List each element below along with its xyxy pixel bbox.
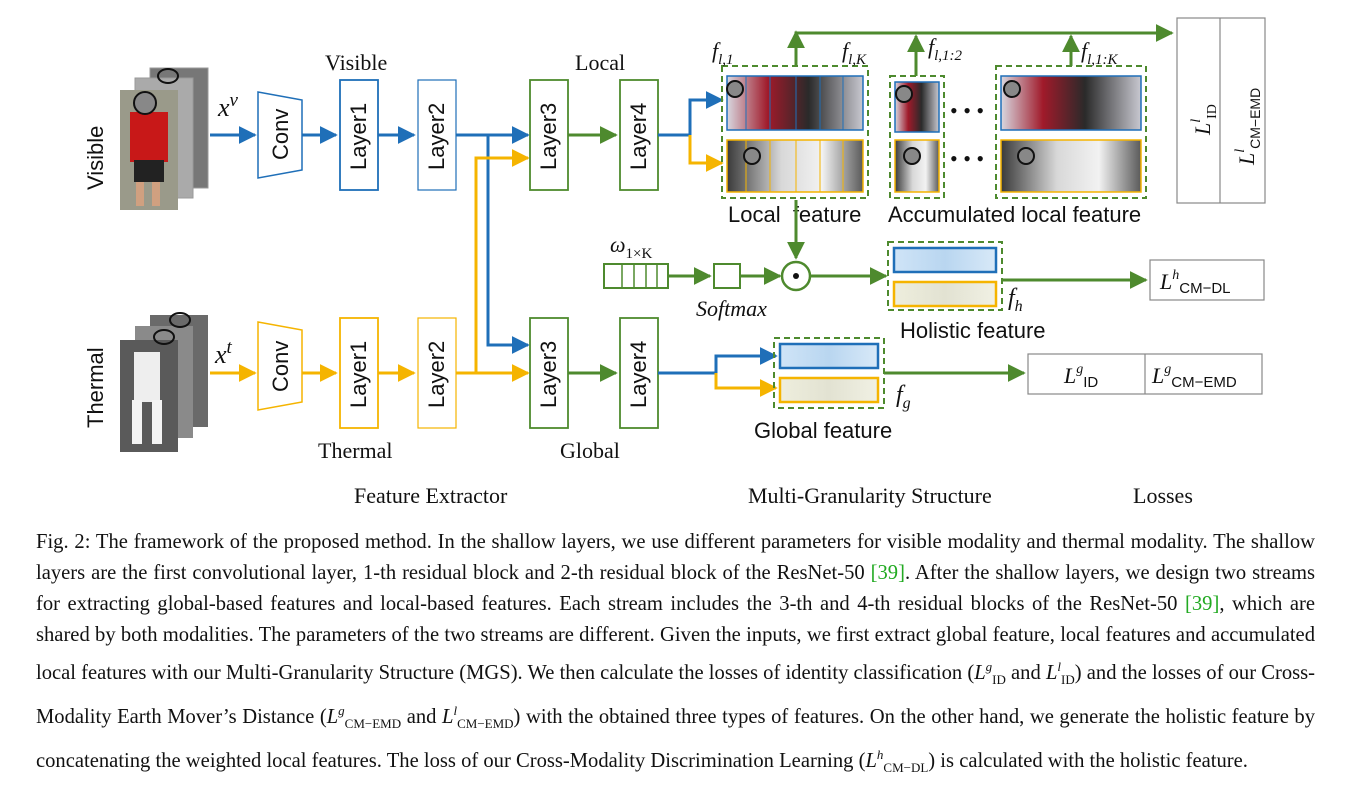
local-visible-strip bbox=[726, 75, 864, 131]
caption-text-7: ) with the obtained three types of featu… bbox=[36, 705, 1315, 772]
layer4-global bbox=[619, 317, 659, 429]
math-ll-id: LlID bbox=[1045, 659, 1075, 687]
conv-label-visible: Conv bbox=[268, 109, 293, 160]
omega-weight-vector bbox=[603, 263, 669, 289]
label-holistic: Holistic feature bbox=[900, 318, 1046, 343]
label-f-h: fh bbox=[1008, 285, 1023, 315]
label-f-g: fg bbox=[896, 382, 911, 412]
conv-block-visible bbox=[257, 91, 303, 179]
layer3-global-label: Layer3 bbox=[536, 341, 561, 408]
row-label-visible: Visible bbox=[83, 126, 108, 190]
row-label-thermal: Thermal bbox=[83, 347, 108, 428]
layer4-local-label: Layer4 bbox=[626, 103, 651, 170]
citation-39-a[interactable]: [39] bbox=[870, 562, 905, 584]
math-lg-id: LgID bbox=[974, 659, 1006, 687]
section-feature-extractor: Feature Extractor bbox=[354, 483, 508, 508]
caption-prefix: Fig. 2: bbox=[36, 531, 91, 553]
stream-label-thermal: Thermal bbox=[318, 438, 393, 463]
caption-text-2: . After the shallow layers, we design tw… bbox=[36, 562, 1315, 615]
dl-loss-box bbox=[1149, 259, 1265, 301]
stream-label-visible: Visible bbox=[325, 50, 387, 75]
label-f-lK: fl,K bbox=[842, 38, 867, 68]
layer3-local-label: Layer3 bbox=[536, 103, 561, 170]
stream-label-global: Global bbox=[560, 438, 620, 463]
layer2-thermal bbox=[417, 317, 457, 429]
caption-text-3: , which are shared by both modalities. T… bbox=[36, 593, 1315, 684]
layer1-visible-label: Layer1 bbox=[346, 103, 371, 170]
citation-39-b[interactable]: [39] bbox=[1185, 593, 1220, 615]
layer3-global bbox=[529, 317, 569, 429]
local-loss-box bbox=[1176, 17, 1266, 204]
stream-label-local: Local bbox=[575, 50, 625, 75]
holistic-feature-group bbox=[887, 241, 1003, 311]
layer1-thermal bbox=[339, 317, 379, 429]
framework-diagram: Visible Thermal xv xt Conv Conv bbox=[83, 17, 1266, 508]
layer2-thermal-label: Layer2 bbox=[424, 341, 449, 408]
section-losses: Losses bbox=[1133, 483, 1193, 508]
label-global-feature: Global feature bbox=[754, 418, 892, 443]
math-lh-dl: LhCM−DL bbox=[865, 746, 929, 775]
caption-text-6: and bbox=[401, 705, 442, 728]
math-lg-emd: LgCM−EMD bbox=[326, 702, 402, 731]
accumulated-group-1 bbox=[889, 75, 945, 199]
softmax-block bbox=[713, 263, 741, 289]
thermal-image-stack bbox=[120, 312, 208, 452]
label-accumulated: Accumulated local feature bbox=[888, 202, 1141, 227]
label-f-l12: fl,1:2 bbox=[928, 34, 963, 64]
conv-block-thermal bbox=[257, 321, 303, 411]
layer3-local bbox=[529, 79, 569, 191]
ellipsis-top: • • • bbox=[950, 98, 984, 123]
label-softmax: Softmax bbox=[696, 296, 767, 321]
input-visible: xv bbox=[217, 90, 239, 122]
layer1-visible bbox=[339, 79, 379, 191]
conv-label-thermal: Conv bbox=[268, 341, 293, 392]
input-thermal: xt bbox=[214, 337, 233, 369]
section-mgs: Multi-Granularity Structure bbox=[748, 483, 992, 508]
caption-text-5: ) and the losses of our Cross-Modality E… bbox=[36, 661, 1315, 728]
label-f-l1K: fl,1:K bbox=[1081, 38, 1119, 68]
caption-text-1: The framework of the proposed method. In… bbox=[36, 531, 1315, 584]
ellipsis-bottom: • • • bbox=[950, 146, 984, 171]
layer2-visible bbox=[417, 79, 457, 191]
figure-caption: Fig. 2: The framework of the proposed me… bbox=[36, 527, 1315, 783]
label-omega: ω1×K bbox=[610, 232, 653, 262]
layer4-global-label: Layer4 bbox=[626, 341, 651, 408]
layer1-thermal-label: Layer1 bbox=[346, 341, 371, 408]
label-f-l1: fl,1 bbox=[712, 38, 734, 68]
caption-text-8: ) is calculated with the holistic featur… bbox=[928, 749, 1248, 772]
local-thermal-strip bbox=[726, 139, 864, 193]
math-ll-emd: LlCM−EMD bbox=[442, 702, 514, 731]
layer2-visible-label: Layer2 bbox=[424, 103, 449, 170]
visible-image-stack bbox=[120, 67, 209, 210]
caption-text-4: and bbox=[1005, 661, 1046, 684]
